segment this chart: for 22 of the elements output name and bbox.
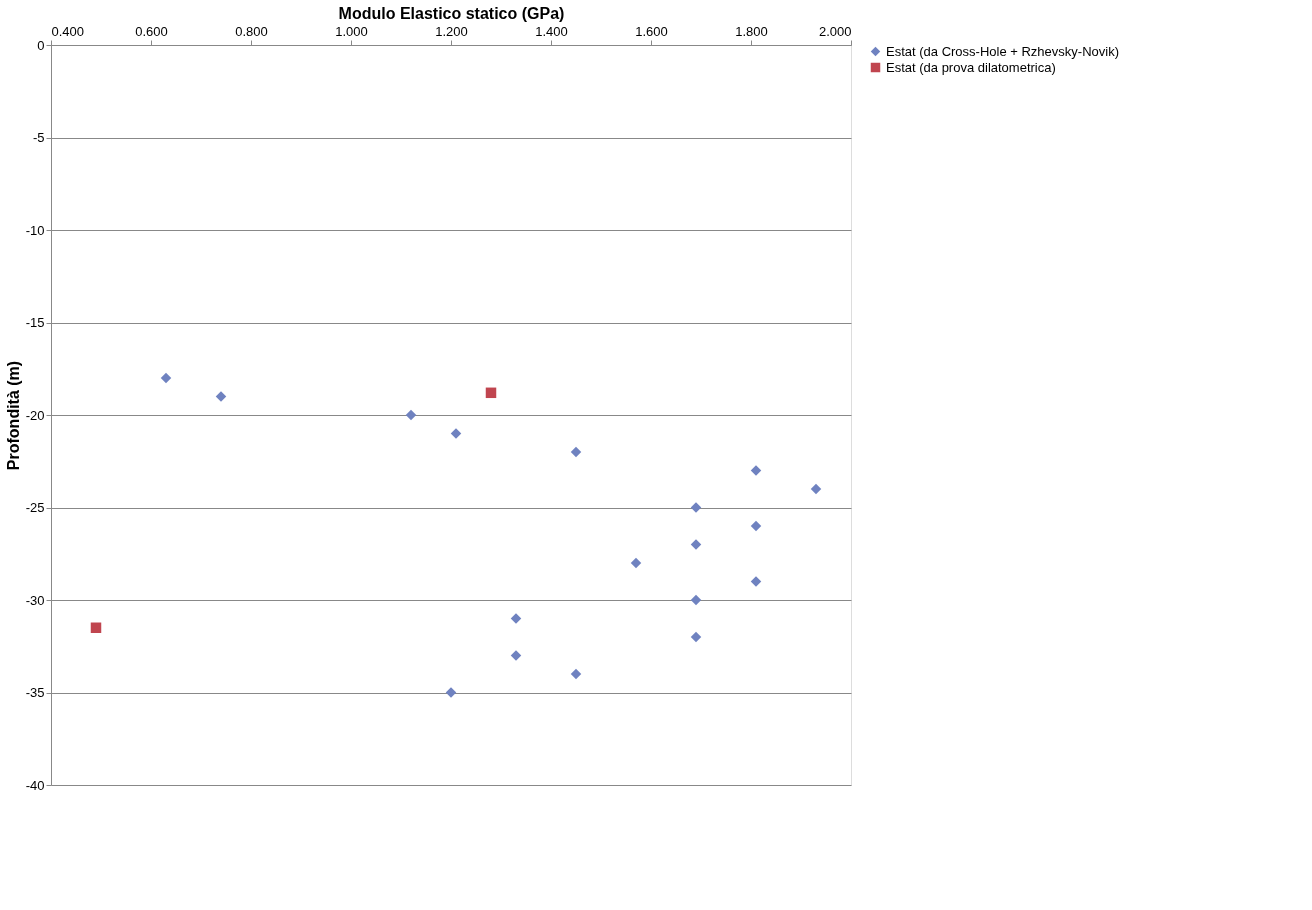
- y-tick-label: -35: [25, 685, 45, 700]
- y-axis-title: Profondità (m): [4, 360, 22, 471]
- y-tick-label: -20: [25, 407, 45, 423]
- y-tick-label: -30: [25, 592, 45, 608]
- x-tick-label: 0.800: [235, 23, 268, 39]
- x-tick-label: 1.000: [335, 23, 368, 39]
- y-tick-label: -10: [25, 222, 45, 238]
- y-tick-label: 0: [37, 37, 45, 53]
- y-tick-label: -15: [25, 315, 45, 330]
- x-tick-label: 1.200: [435, 23, 468, 39]
- x-tick-label: 1.800: [735, 23, 768, 39]
- x-tick-label: 0.600: [135, 23, 168, 39]
- legend-label: Estat (da prova dilatometrica): [886, 59, 1056, 75]
- x-tick-label: 2.000: [818, 23, 852, 39]
- y-tick-label: -5: [32, 130, 45, 145]
- y-tick-label: -40: [25, 777, 45, 793]
- x-tick-label: 1.600: [635, 23, 668, 39]
- x-axis-title: Modulo Elastico statico (GPa): [338, 4, 565, 22]
- x-tick-label: 0.400: [51, 23, 85, 39]
- y-tick-label: -25: [25, 500, 45, 515]
- legend-label: Estat (da Cross-Hole + Rzhevsky-Novik): [886, 43, 1119, 59]
- x-tick-label: 1.400: [535, 23, 568, 39]
